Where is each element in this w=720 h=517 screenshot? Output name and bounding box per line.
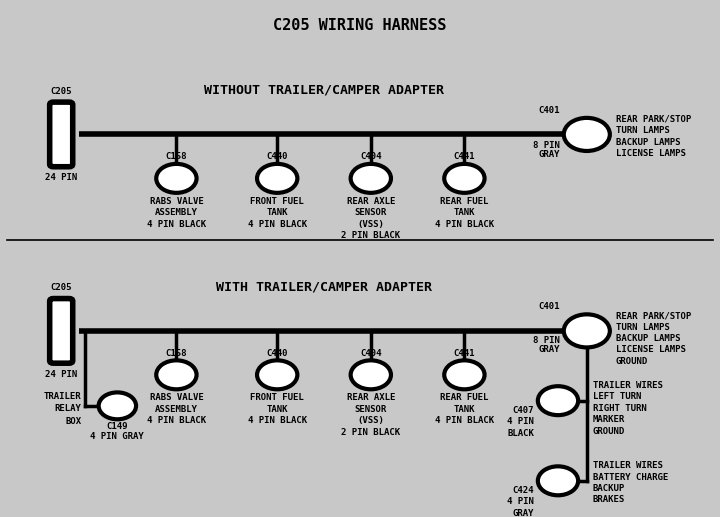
Text: C404: C404 <box>360 153 382 161</box>
Text: REAR PARK/STOP: REAR PARK/STOP <box>616 115 691 124</box>
Circle shape <box>351 360 391 389</box>
Circle shape <box>156 360 197 389</box>
Text: GRAY: GRAY <box>539 345 560 354</box>
Text: 2 PIN BLACK: 2 PIN BLACK <box>341 428 400 436</box>
Text: 2 PIN BLACK: 2 PIN BLACK <box>341 231 400 240</box>
Text: C441: C441 <box>454 349 475 358</box>
Text: C441: C441 <box>454 153 475 161</box>
Text: C158: C158 <box>166 153 187 161</box>
Text: RELAY: RELAY <box>55 404 81 413</box>
Circle shape <box>564 314 610 347</box>
Text: GRAY: GRAY <box>539 150 560 159</box>
Text: 4 PIN BLACK: 4 PIN BLACK <box>435 416 494 425</box>
Circle shape <box>99 392 136 419</box>
Text: TURN LAMPS: TURN LAMPS <box>616 126 670 135</box>
Text: TANK: TANK <box>266 405 288 414</box>
Text: 4 PIN BLACK: 4 PIN BLACK <box>248 416 307 425</box>
Text: 4 PIN GRAY: 4 PIN GRAY <box>91 432 144 440</box>
Text: BATTERY CHARGE: BATTERY CHARGE <box>593 473 668 481</box>
Text: (VSS): (VSS) <box>357 220 384 229</box>
Text: FRONT FUEL: FRONT FUEL <box>251 197 304 206</box>
Text: ASSEMBLY: ASSEMBLY <box>155 405 198 414</box>
Text: REAR FUEL: REAR FUEL <box>440 393 489 402</box>
Text: LICENSE LAMPS: LICENSE LAMPS <box>616 149 685 158</box>
Text: RABS VALVE: RABS VALVE <box>150 393 203 402</box>
Circle shape <box>444 360 485 389</box>
Text: 4 PIN BLACK: 4 PIN BLACK <box>147 220 206 229</box>
Text: 8 PIN: 8 PIN <box>534 336 560 345</box>
Text: TANK: TANK <box>454 405 475 414</box>
Circle shape <box>538 466 578 495</box>
Text: BOX: BOX <box>66 417 81 426</box>
Text: SENSOR: SENSOR <box>355 405 387 414</box>
Text: 24 PIN: 24 PIN <box>45 370 77 378</box>
Text: BACKUP LAMPS: BACKUP LAMPS <box>616 138 680 146</box>
Text: REAR AXLE: REAR AXLE <box>346 197 395 206</box>
FancyBboxPatch shape <box>50 299 73 363</box>
Text: MARKER: MARKER <box>593 415 625 424</box>
Text: C149: C149 <box>107 422 128 431</box>
Text: C205 WIRING HARNESS: C205 WIRING HARNESS <box>274 18 446 33</box>
Text: ASSEMBLY: ASSEMBLY <box>155 208 198 217</box>
Text: GRAY: GRAY <box>513 509 534 517</box>
Text: 4 PIN BLACK: 4 PIN BLACK <box>248 220 307 229</box>
Text: TURN LAMPS: TURN LAMPS <box>616 323 670 331</box>
Text: TRAILER: TRAILER <box>44 392 81 401</box>
Text: BRAKES: BRAKES <box>593 495 625 504</box>
Text: GROUND: GROUND <box>616 357 648 366</box>
Circle shape <box>444 164 485 193</box>
Circle shape <box>257 164 297 193</box>
Text: BACKUP: BACKUP <box>593 484 625 493</box>
Text: REAR AXLE: REAR AXLE <box>346 393 395 402</box>
Text: 24 PIN: 24 PIN <box>45 173 77 182</box>
Circle shape <box>538 386 578 415</box>
FancyBboxPatch shape <box>50 102 73 166</box>
Text: FRONT FUEL: FRONT FUEL <box>251 393 304 402</box>
Text: TRAILER WIRES: TRAILER WIRES <box>593 461 662 470</box>
Text: C424: C424 <box>513 486 534 495</box>
Text: C158: C158 <box>166 349 187 358</box>
Text: WITH TRAILER/CAMPER ADAPTER: WITH TRAILER/CAMPER ADAPTER <box>216 280 432 294</box>
Text: C205: C205 <box>50 283 72 292</box>
Text: WITHOUT TRAILER/CAMPER ADAPTER: WITHOUT TRAILER/CAMPER ADAPTER <box>204 84 444 97</box>
Text: C205: C205 <box>50 87 72 96</box>
Text: BACKUP LAMPS: BACKUP LAMPS <box>616 334 680 343</box>
Text: 8 PIN: 8 PIN <box>534 141 560 149</box>
Text: C404: C404 <box>360 349 382 358</box>
Text: GROUND: GROUND <box>593 427 625 435</box>
Text: REAR PARK/STOP: REAR PARK/STOP <box>616 311 691 320</box>
Text: SENSOR: SENSOR <box>355 208 387 217</box>
Text: C440: C440 <box>266 349 288 358</box>
Text: C440: C440 <box>266 153 288 161</box>
Text: C407: C407 <box>513 406 534 415</box>
Text: C401: C401 <box>539 302 560 311</box>
Text: C401: C401 <box>539 106 560 115</box>
Text: 4 PIN BLACK: 4 PIN BLACK <box>147 416 206 425</box>
Circle shape <box>257 360 297 389</box>
Circle shape <box>564 118 610 151</box>
Text: BLACK: BLACK <box>508 429 534 437</box>
Text: REAR FUEL: REAR FUEL <box>440 197 489 206</box>
Text: TANK: TANK <box>266 208 288 217</box>
Text: 4 PIN BLACK: 4 PIN BLACK <box>435 220 494 229</box>
Text: (VSS): (VSS) <box>357 416 384 425</box>
Text: LEFT TURN: LEFT TURN <box>593 392 641 401</box>
Circle shape <box>351 164 391 193</box>
Text: 4 PIN: 4 PIN <box>508 497 534 506</box>
Text: RABS VALVE: RABS VALVE <box>150 197 203 206</box>
Text: 4 PIN: 4 PIN <box>508 417 534 426</box>
Text: RIGHT TURN: RIGHT TURN <box>593 404 647 413</box>
Text: LICENSE LAMPS: LICENSE LAMPS <box>616 345 685 354</box>
Text: TRAILER WIRES: TRAILER WIRES <box>593 381 662 390</box>
Circle shape <box>156 164 197 193</box>
Text: TANK: TANK <box>454 208 475 217</box>
